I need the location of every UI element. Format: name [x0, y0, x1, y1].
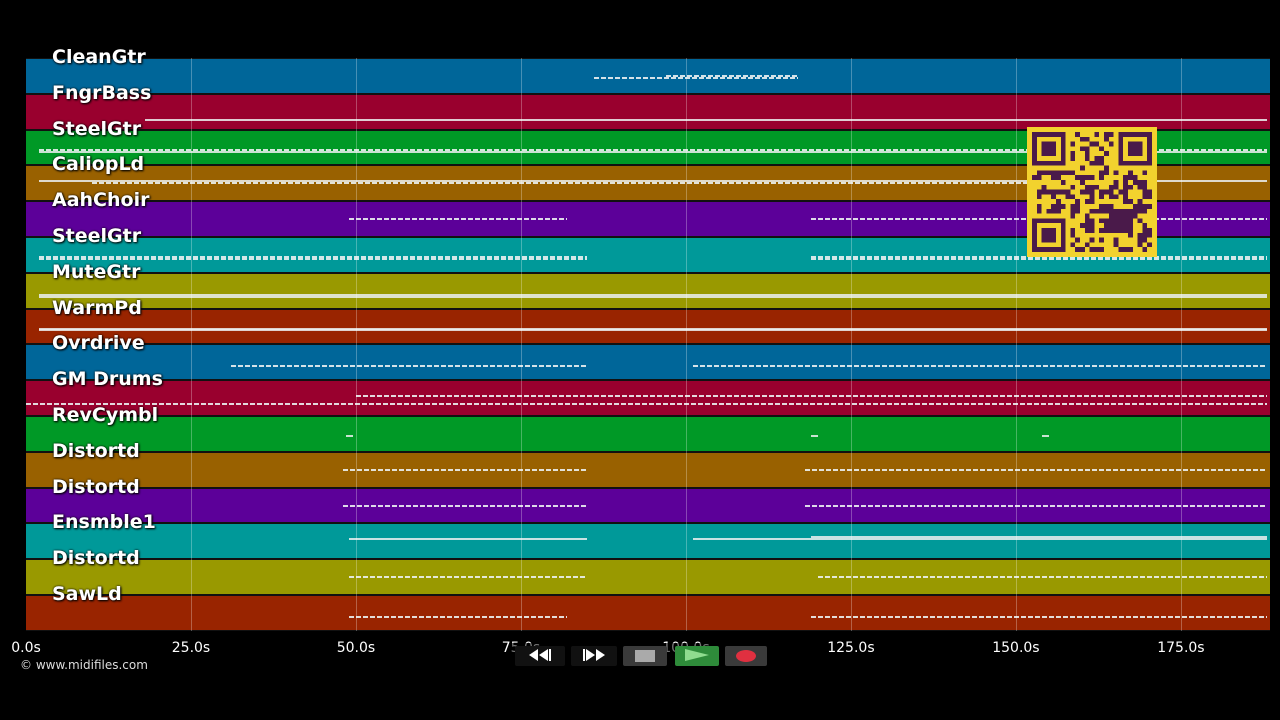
note-segment — [811, 256, 1267, 258]
track-lane — [26, 595, 1270, 631]
note-segment — [39, 293, 1267, 296]
track-lane — [26, 308, 1270, 345]
time-tick-label: 0.0s — [11, 640, 41, 656]
note-segment — [39, 328, 1267, 331]
note-segment — [230, 365, 587, 368]
rewind-icon — [527, 647, 553, 666]
track-label: GM Drums — [52, 368, 163, 391]
track-label: Distortd — [52, 439, 140, 462]
track-label: SteelGtr — [52, 225, 142, 247]
track-label: Ensmble1 — [52, 511, 156, 534]
grid-line — [1015, 58, 1017, 631]
grid-line — [355, 58, 357, 631]
note-segment — [804, 504, 1267, 507]
track-lane — [26, 523, 1270, 560]
note-segment — [39, 256, 587, 258]
track-label: WarmPd — [52, 296, 142, 319]
track-label: Distortd — [52, 547, 140, 570]
note-segment — [349, 538, 587, 541]
note-segment — [349, 218, 568, 221]
grid-line — [520, 58, 522, 631]
note-segment — [39, 148, 1267, 151]
note-segment — [26, 403, 1267, 406]
time-tick-label: 50.0s — [336, 640, 376, 656]
note-segment — [342, 468, 587, 471]
note-segment — [1042, 435, 1049, 437]
note-segment — [692, 365, 1267, 368]
track-label: RevCymbl — [52, 404, 159, 426]
note-segment — [346, 435, 353, 437]
note-segment — [692, 538, 1267, 541]
note-segment — [811, 258, 1267, 260]
time-tick-label: 175.0s — [1157, 640, 1205, 656]
time-tick-label: 125.0s — [827, 640, 875, 656]
note-segment — [593, 77, 799, 79]
track-lane — [26, 416, 1270, 452]
track-label: FngrBass — [52, 81, 152, 104]
track-lane — [26, 272, 1270, 309]
track-lane — [26, 344, 1270, 381]
grid-line — [1180, 58, 1182, 631]
rewind-button[interactable] — [515, 646, 565, 666]
stop-icon — [635, 647, 655, 666]
transport-controls — [509, 643, 771, 669]
qr-code — [1027, 127, 1157, 257]
note-segment — [39, 295, 1267, 298]
note-segment — [39, 180, 1267, 183]
note-segment — [349, 576, 587, 579]
track-lane — [26, 93, 1270, 130]
time-tick-label: 150.0s — [992, 640, 1040, 656]
fast-forward-icon — [581, 647, 607, 666]
note-segment — [817, 576, 1267, 579]
track-lane — [26, 487, 1270, 524]
track-label: CaliopLd — [52, 153, 145, 176]
track-label: Ovrdrive — [52, 332, 145, 355]
track-lane — [26, 559, 1270, 595]
track-label: MuteGtr — [52, 260, 141, 283]
note-segment — [666, 75, 799, 77]
grid-line — [685, 58, 687, 631]
note-segment — [91, 182, 1148, 185]
note-segment — [811, 435, 818, 437]
track-lane — [26, 58, 1270, 94]
track-lane — [26, 451, 1270, 488]
record-icon — [736, 647, 756, 666]
track-label: SawLd — [52, 583, 122, 605]
grid-line — [190, 58, 192, 631]
play-button[interactable] — [675, 646, 719, 666]
stop-button[interactable] — [623, 646, 667, 666]
track-label: SteelGtr — [52, 117, 142, 140]
note-segment — [355, 395, 1267, 398]
note-segment — [811, 536, 1267, 539]
note-segment — [39, 150, 1267, 153]
record-button[interactable] — [725, 646, 767, 666]
fast-forward-button[interactable] — [571, 646, 617, 666]
note-segment — [804, 468, 1267, 471]
note-segment — [39, 258, 587, 260]
track-label: Distortd — [52, 475, 140, 498]
track-lane — [26, 380, 1270, 416]
track-label: CleanGtr — [52, 46, 146, 68]
play-icon — [684, 647, 710, 666]
note-segment — [811, 616, 1267, 618]
time-tick-label: 25.0s — [171, 640, 211, 656]
grid-line — [850, 58, 852, 631]
note-segment — [342, 504, 587, 507]
note-segment — [144, 118, 1267, 121]
copyright-text: © www.midifiles.com — [20, 658, 148, 672]
track-label: AahChoir — [52, 189, 150, 212]
note-segment — [349, 616, 568, 618]
